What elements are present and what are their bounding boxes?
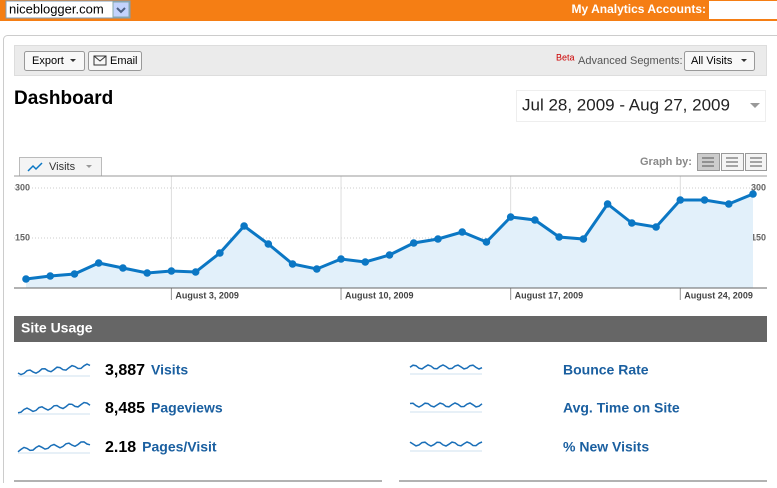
dashboard-title: Dashboard xyxy=(14,88,113,109)
point xyxy=(677,196,685,204)
point xyxy=(483,238,491,246)
point xyxy=(168,267,176,275)
point xyxy=(701,196,709,204)
point xyxy=(361,258,369,266)
tab-label: Visits xyxy=(49,161,76,173)
metric-label[interactable]: Bounce Rate xyxy=(563,362,649,378)
site-usage-bar xyxy=(14,316,767,342)
metric-label[interactable]: Visits xyxy=(151,362,188,378)
point xyxy=(240,222,248,230)
metric-label[interactable]: Pages/Visit xyxy=(142,439,217,455)
metric-label[interactable]: % New Visits xyxy=(563,439,649,455)
point xyxy=(71,270,79,278)
beta-label: Beta xyxy=(556,52,575,62)
metric-label[interactable]: Avg. Time on Site xyxy=(563,400,680,416)
x-tick-label: August 3, 2009 xyxy=(175,290,239,300)
point xyxy=(555,233,563,241)
point xyxy=(289,260,297,268)
point xyxy=(628,219,636,227)
segments-label: Advanced Segments: xyxy=(578,55,683,67)
point xyxy=(119,264,127,272)
graph-by-label: Graph by: xyxy=(640,156,692,168)
point xyxy=(652,223,660,231)
point xyxy=(192,268,200,276)
point xyxy=(22,275,30,283)
x-tick-label: August 10, 2009 xyxy=(345,290,414,300)
point xyxy=(725,200,733,208)
x-tick-label: August 24, 2009 xyxy=(684,290,753,300)
y-tick-label: 150 xyxy=(751,232,766,242)
point xyxy=(749,190,757,198)
point xyxy=(410,239,418,247)
site-usage-title: Site Usage xyxy=(21,320,93,336)
segment-label: All Visits xyxy=(691,55,733,67)
accounts-label: My Analytics Accounts: xyxy=(572,2,706,16)
metric-label[interactable]: Pageviews xyxy=(151,400,223,416)
point xyxy=(434,235,442,243)
y-tick-label: 150 xyxy=(15,232,30,242)
point xyxy=(337,255,345,263)
date-range: Jul 28, 2009 - Aug 27, 2009 xyxy=(522,95,730,114)
metric-value: 8,485 xyxy=(105,400,145,417)
point xyxy=(458,228,466,236)
point xyxy=(604,200,612,208)
point xyxy=(265,240,273,248)
metric-value: 2.18 xyxy=(105,439,136,456)
site-name: niceblogger.com xyxy=(9,1,104,16)
point xyxy=(531,216,539,224)
point xyxy=(313,265,321,273)
export-label: Export xyxy=(32,55,64,67)
metric-value: 3,887 xyxy=(105,362,145,379)
point xyxy=(216,249,224,257)
email-label: Email xyxy=(110,55,138,67)
point xyxy=(95,259,103,267)
point xyxy=(580,235,588,243)
select-arrow[interactable] xyxy=(113,2,129,17)
accounts-input[interactable] xyxy=(709,1,777,19)
point xyxy=(46,272,54,280)
y-tick-label: 300 xyxy=(15,182,30,192)
point xyxy=(386,251,394,259)
point xyxy=(507,213,515,221)
x-tick-label: August 17, 2009 xyxy=(515,290,584,300)
point xyxy=(143,269,151,277)
